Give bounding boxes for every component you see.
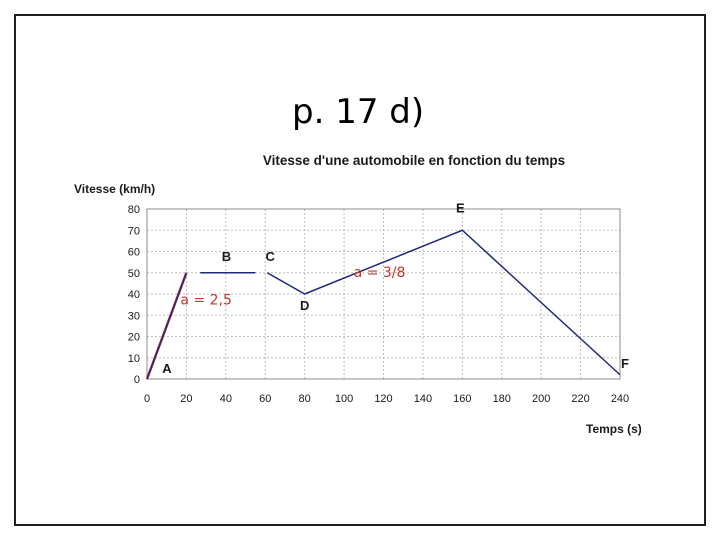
- y-tick-label: 0: [134, 374, 140, 386]
- x-tick-label: 20: [180, 393, 192, 405]
- y-tick-label: 20: [128, 332, 140, 344]
- x-tick-label: 180: [493, 393, 511, 405]
- x-tick-label: 140: [414, 393, 432, 405]
- annotation-label: a = 3/8: [354, 265, 406, 281]
- point-label-b: B: [222, 249, 231, 264]
- chart-series: [145, 229, 621, 380]
- y-axis-label: Vitesse (km/h): [74, 182, 155, 196]
- x-tick-label: 0: [144, 393, 150, 405]
- plot-area-border: [146, 208, 621, 380]
- x-tick-label: 220: [571, 393, 589, 405]
- y-tick-label: 80: [128, 204, 140, 216]
- point-label-a: A: [162, 361, 172, 376]
- y-tick-label: 10: [128, 353, 140, 365]
- point-label-e: E: [456, 200, 465, 215]
- x-tick-label: 100: [335, 393, 353, 405]
- point-label-c: C: [266, 249, 276, 264]
- y-tick-label: 30: [128, 310, 140, 322]
- chart-title: Vitesse d'une automobile en fonction du …: [263, 153, 565, 168]
- x-tick-label: 120: [374, 393, 392, 405]
- y-tick-label: 40: [128, 289, 140, 301]
- point-label-f: F: [621, 356, 629, 371]
- slide-frame: [14, 14, 706, 526]
- slide-title: p. 17 d): [292, 92, 425, 132]
- x-tick-label: 40: [220, 393, 232, 405]
- x-tick-label: 80: [299, 393, 311, 405]
- chart-annotations: a = 2,5 a = 3/8: [180, 265, 405, 309]
- x-tick-label: 240: [611, 393, 629, 405]
- point-label-d: D: [300, 298, 309, 313]
- y-tick-label: 50: [128, 268, 140, 280]
- x-axis-label: Temps (s): [586, 422, 642, 436]
- x-tick-label: 160: [453, 393, 471, 405]
- x-tick-label: 60: [259, 393, 271, 405]
- annotation-label: a = 2,5: [180, 293, 231, 309]
- y-tick-label: 70: [128, 225, 140, 237]
- x-tick-label: 200: [532, 393, 550, 405]
- series-line-segment: [266, 229, 621, 376]
- chart-tick-labels: 0 20 40 60 80 100 120 140 160 180 200 220 240 0 10 20 30…: [128, 204, 629, 405]
- series-line-segment: [146, 272, 188, 380]
- y-tick-label: 60: [128, 247, 140, 259]
- chart-point-labels: A B C D E F: [162, 200, 629, 376]
